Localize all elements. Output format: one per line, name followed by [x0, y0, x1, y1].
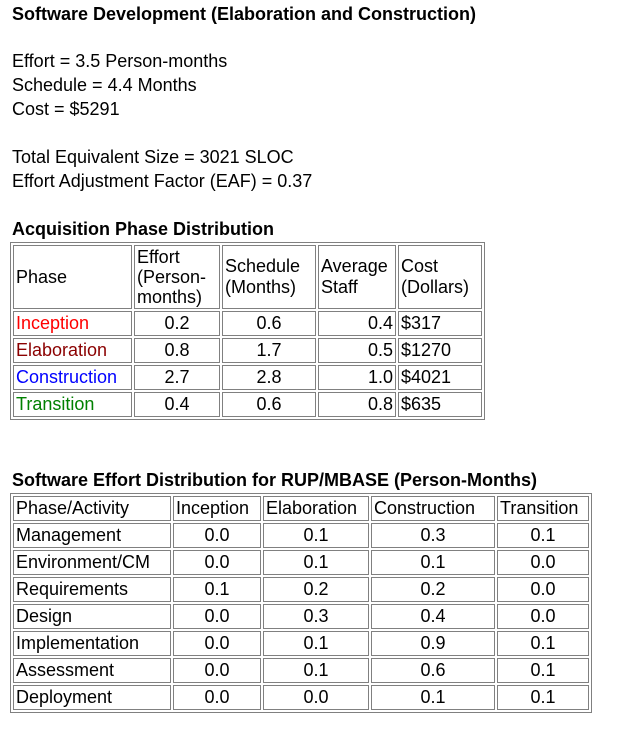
staff-header-line2: Staff: [321, 277, 358, 297]
elaboration-value: 0.1: [263, 631, 369, 656]
construction-value: 0.1: [371, 685, 495, 710]
phase-column-header: Phase: [13, 245, 132, 309]
phase-name: Construction: [13, 365, 132, 390]
elaboration-value: 0.2: [263, 577, 369, 602]
page-title: Software Development (Elaboration and Co…: [12, 4, 477, 24]
effort-value: 0.8: [134, 338, 220, 363]
cost-value: $1270: [398, 338, 482, 363]
transition-value: 0.0: [497, 550, 589, 575]
activity-name: Implementation: [13, 631, 171, 656]
elaboration-column-header: Elaboration: [263, 496, 369, 521]
construction-value: 0.2: [371, 577, 495, 602]
table-row: Environment/CM 0.0 0.1 0.1 0.0: [13, 550, 589, 575]
phase-distribution-table: Phase Effort (Person- months) Schedule (…: [10, 242, 485, 420]
table-row: Management 0.0 0.1 0.3 0.1: [13, 523, 589, 548]
schedule-text: Schedule = 4.4 Months: [12, 75, 197, 95]
schedule-value: 0.6: [222, 392, 316, 417]
schedule-header-line1: Schedule: [225, 256, 301, 276]
staff-value: 1.0: [318, 365, 396, 390]
table-row: Construction 2.7 2.8 1.0 $4021: [13, 365, 482, 390]
effort-text: Effort = 3.5 Person-months: [12, 51, 228, 71]
phase-name: Transition: [13, 392, 132, 417]
elaboration-value: 0.1: [263, 550, 369, 575]
total-size-text: Total Equivalent Size = 3021 SLOC: [12, 147, 294, 167]
activity-name: Management: [13, 523, 171, 548]
effort-value: 0.2: [134, 311, 220, 336]
effort-header-line1: Effort: [137, 247, 180, 267]
elaboration-value: 0.1: [263, 658, 369, 683]
transition-value: 0.1: [497, 658, 589, 683]
phase-distribution-heading: Acquisition Phase Distribution: [12, 219, 275, 239]
transition-value: 0.0: [497, 604, 589, 629]
effort-value: 2.7: [134, 365, 220, 390]
table-row: Requirements 0.1 0.2 0.2 0.0: [13, 577, 589, 602]
staff-column-header: Average Staff: [318, 245, 396, 309]
schedule-value: 1.7: [222, 338, 316, 363]
table-header-row: Phase/Activity Inception Elaboration Con…: [13, 496, 589, 521]
effort-distribution-table: Phase/Activity Inception Elaboration Con…: [10, 493, 592, 713]
construction-value: 0.3: [371, 523, 495, 548]
elaboration-value: 0.3: [263, 604, 369, 629]
table-header-row: Phase Effort (Person- months) Schedule (…: [13, 245, 482, 309]
table-row: Design 0.0 0.3 0.4 0.0: [13, 604, 589, 629]
schedule-value: 2.8: [222, 365, 316, 390]
cost-value: $4021: [398, 365, 482, 390]
effort-column-header: Effort (Person- months): [134, 245, 220, 309]
inception-value: 0.0: [173, 631, 261, 656]
size-block: Total Equivalent Size = 3021 SLOC Effort…: [12, 145, 312, 193]
activity-name: Requirements: [13, 577, 171, 602]
construction-value: 0.4: [371, 604, 495, 629]
construction-value: 0.1: [371, 550, 495, 575]
activity-name: Deployment: [13, 685, 171, 710]
summary-block: Effort = 3.5 Person-months Schedule = 4.…: [12, 49, 227, 121]
effort-value: 0.4: [134, 392, 220, 417]
elaboration-value: 0.0: [263, 685, 369, 710]
elaboration-value: 0.1: [263, 523, 369, 548]
transition-column-header: Transition: [497, 496, 589, 521]
staff-value: 0.5: [318, 338, 396, 363]
staff-header-line1: Average: [321, 256, 388, 276]
effort-header-line2: (Person-: [137, 267, 207, 287]
staff-value: 0.8: [318, 392, 396, 417]
table-row: Transition 0.4 0.6 0.8 $635: [13, 392, 482, 417]
inception-value: 0.0: [173, 523, 261, 548]
transition-value: 0.1: [497, 685, 589, 710]
cost-header-line1: Cost: [401, 256, 439, 276]
table-row: Deployment 0.0 0.0 0.1 0.1: [13, 685, 589, 710]
transition-value: 0.1: [497, 631, 589, 656]
cost-header-line2: (Dollars): [401, 277, 470, 297]
schedule-header-line2: (Months): [225, 277, 297, 297]
activity-name: Environment/CM: [13, 550, 171, 575]
effort-distribution-heading: Software Effort Distribution for RUP/MBA…: [12, 470, 537, 490]
activity-column-header: Phase/Activity: [13, 496, 171, 521]
cost-text: Cost = $5291: [12, 99, 120, 119]
activity-name: Design: [13, 604, 171, 629]
inception-value: 0.0: [173, 685, 261, 710]
cost-value: $635: [398, 392, 482, 417]
inception-value: 0.1: [173, 577, 261, 602]
inception-value: 0.0: [173, 658, 261, 683]
inception-value: 0.0: [173, 604, 261, 629]
schedule-column-header: Schedule (Months): [222, 245, 316, 309]
inception-value: 0.0: [173, 550, 261, 575]
construction-value: 0.9: [371, 631, 495, 656]
table-row: Inception 0.2 0.6 0.4 $317: [13, 311, 482, 336]
construction-column-header: Construction: [371, 496, 495, 521]
staff-value: 0.4: [318, 311, 396, 336]
schedule-value: 0.6: [222, 311, 316, 336]
cost-value: $317: [398, 311, 482, 336]
cost-column-header: Cost (Dollars): [398, 245, 482, 309]
transition-value: 0.1: [497, 523, 589, 548]
table-row: Implementation 0.0 0.1 0.9 0.1: [13, 631, 589, 656]
table-row: Assessment 0.0 0.1 0.6 0.1: [13, 658, 589, 683]
table-row: Elaboration 0.8 1.7 0.5 $1270: [13, 338, 482, 363]
activity-name: Assessment: [13, 658, 171, 683]
construction-value: 0.6: [371, 658, 495, 683]
phase-name: Elaboration: [13, 338, 132, 363]
phase-name: Inception: [13, 311, 132, 336]
eaf-text: Effort Adjustment Factor (EAF) = 0.37: [12, 171, 313, 191]
inception-column-header: Inception: [173, 496, 261, 521]
transition-value: 0.0: [497, 577, 589, 602]
effort-header-line3: months): [137, 287, 203, 307]
